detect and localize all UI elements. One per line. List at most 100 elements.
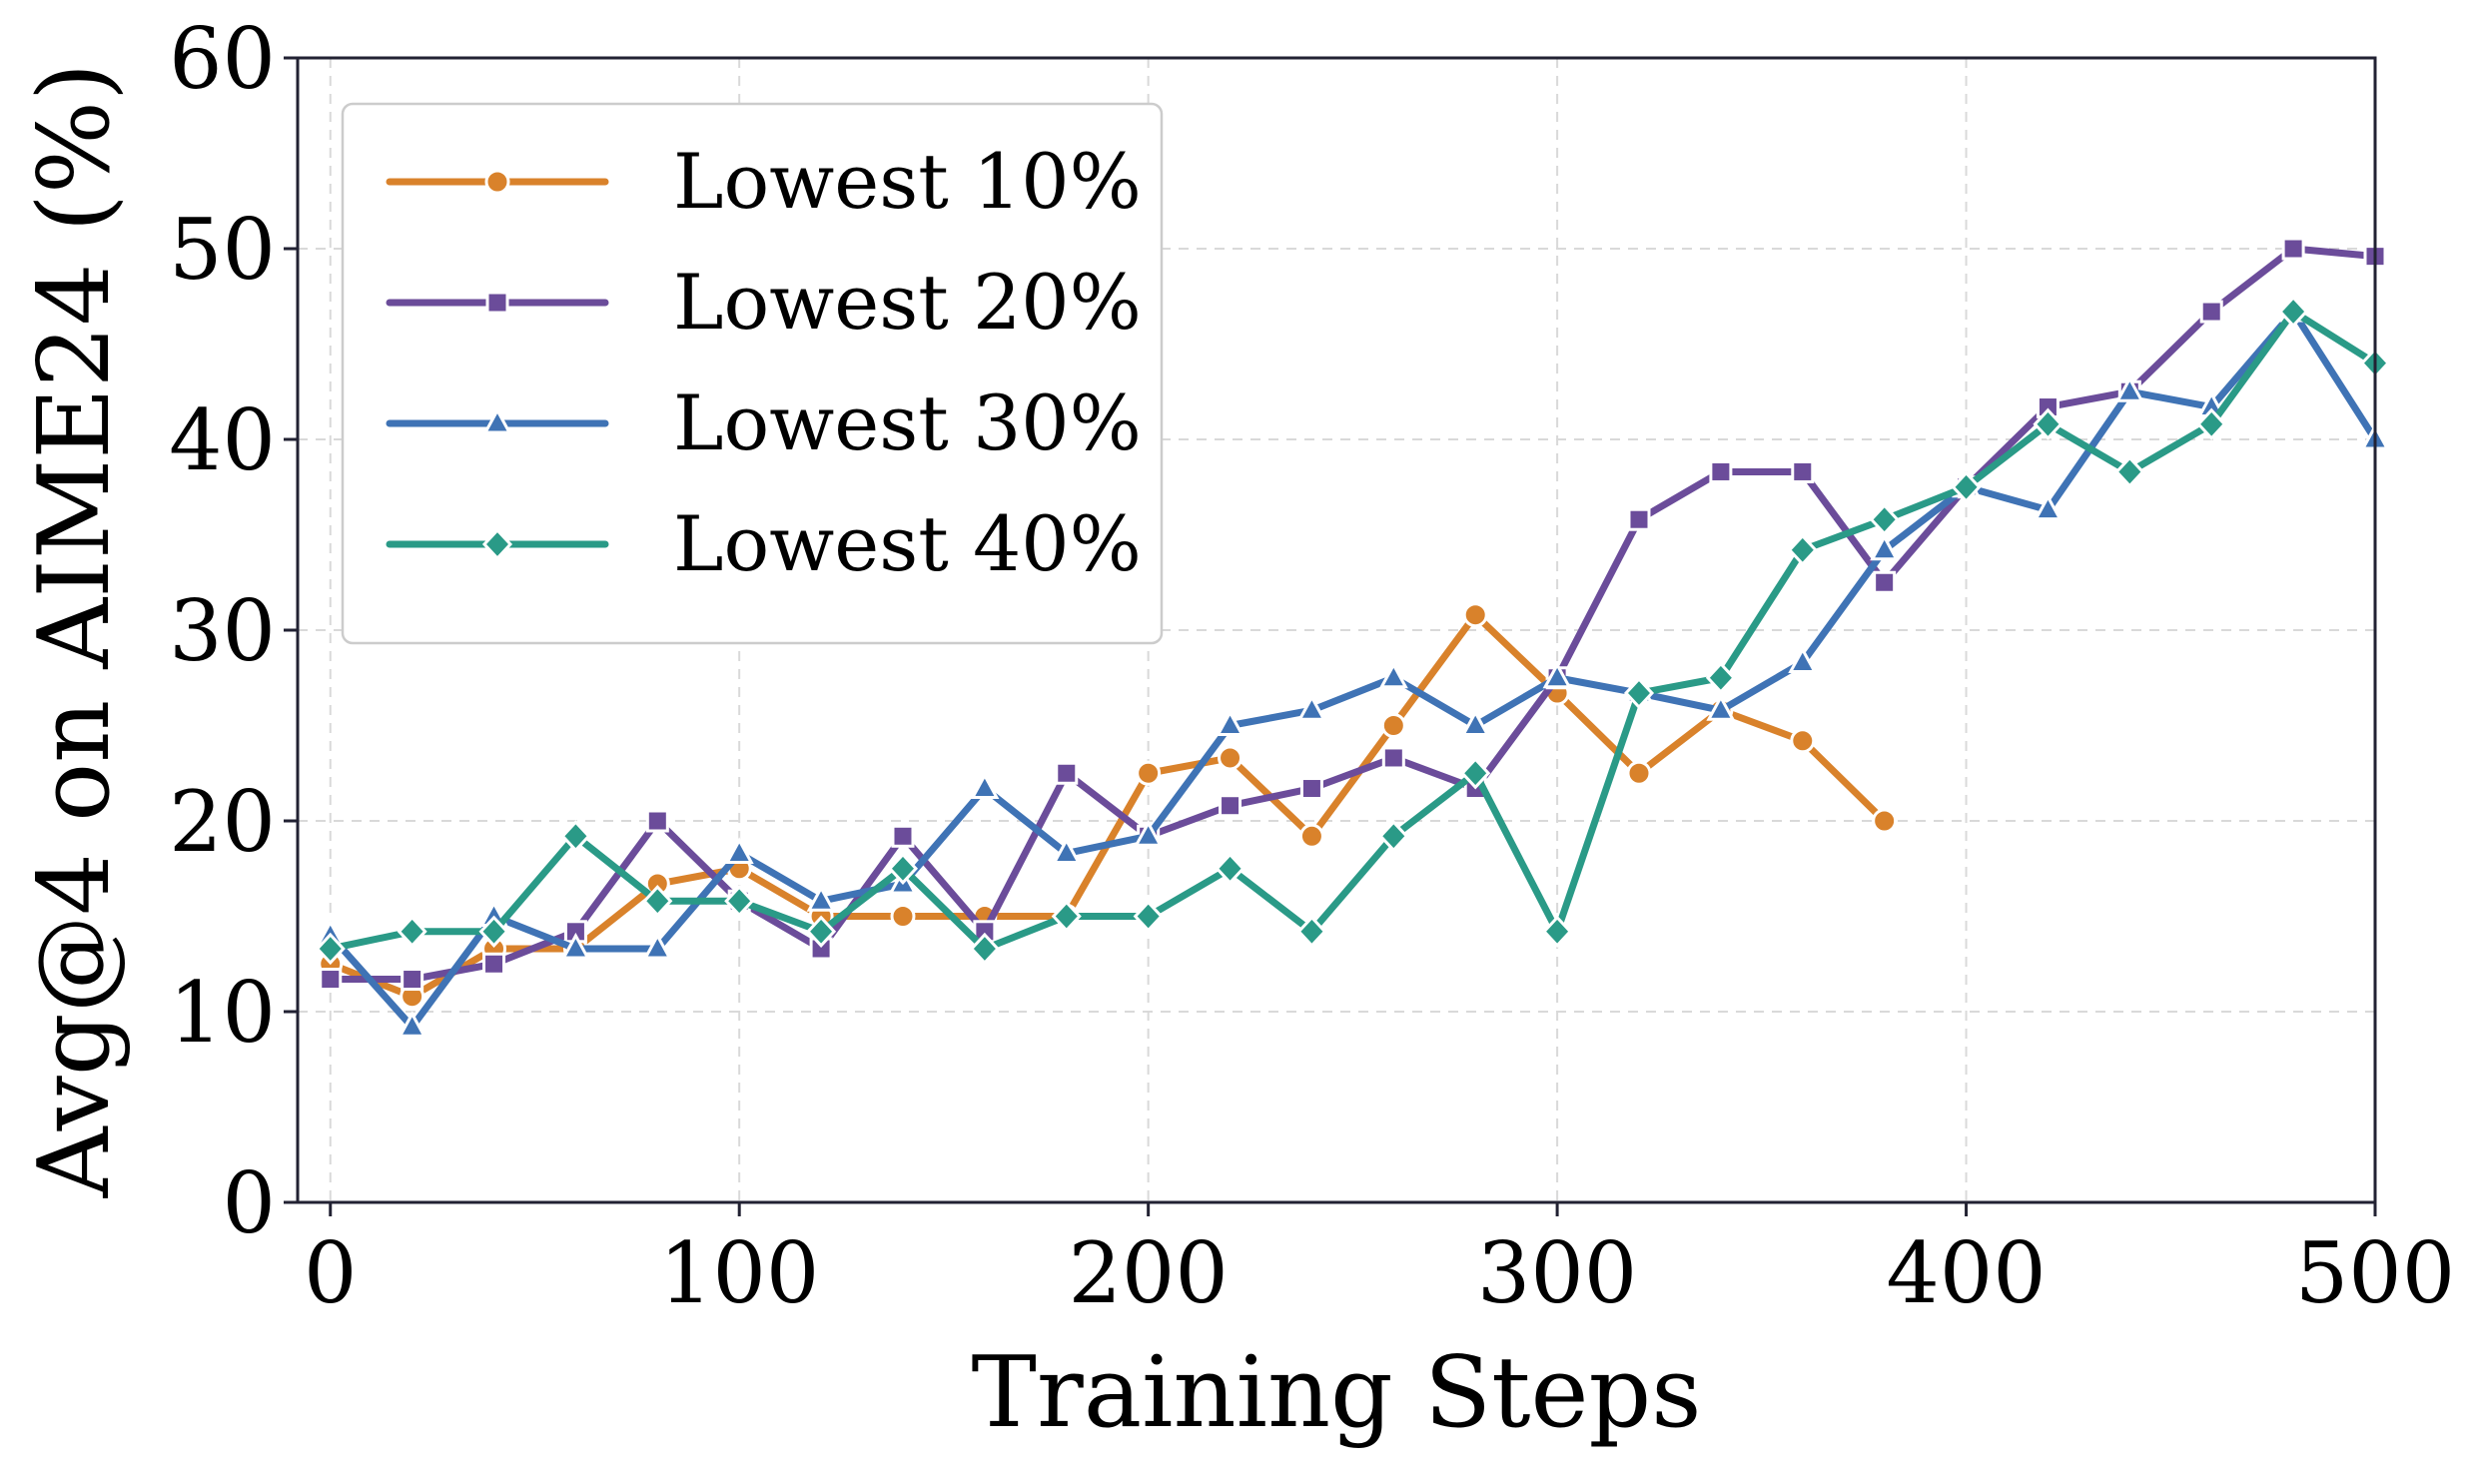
data-point — [1218, 745, 1243, 771]
data-point — [2114, 455, 2145, 488]
y-tick-label: 40 — [169, 391, 276, 489]
y-tick-label: 30 — [169, 582, 276, 680]
data-point — [315, 932, 346, 966]
x-tick-label: 100 — [659, 1224, 819, 1322]
data-point — [1627, 507, 1651, 531]
data-point — [1381, 746, 1405, 770]
data-point — [1134, 820, 1164, 847]
legend-label: Lowest 10% — [673, 137, 1142, 226]
data-point — [2196, 407, 2227, 440]
legend-marker — [484, 169, 510, 195]
y-axis-title: Avg@4 on AIME24 (%) — [18, 63, 132, 1198]
data-point — [1791, 459, 1815, 483]
y-tick-label: 0 — [223, 1154, 276, 1252]
legend-item: Lowest 20% — [386, 258, 1142, 347]
data-point — [1873, 570, 1897, 594]
data-point — [1378, 820, 1409, 853]
data-point — [1298, 823, 1324, 849]
x-tick-label: 300 — [1477, 1224, 1637, 1322]
data-point — [1380, 713, 1406, 738]
data-point — [2199, 300, 2223, 324]
series-line — [327, 245, 2379, 984]
x-tick-label: 0 — [304, 1224, 357, 1322]
data-point — [970, 772, 1000, 800]
data-point — [1296, 915, 1327, 948]
data-point — [1460, 709, 1490, 736]
data-point — [482, 952, 506, 976]
data-point — [1869, 503, 1900, 536]
x-tick-label: 400 — [1886, 1224, 2046, 1322]
legend-label: Lowest 40% — [673, 499, 1142, 588]
data-point — [1787, 533, 1818, 566]
data-point — [2033, 407, 2063, 440]
data-point — [887, 852, 919, 885]
data-point — [806, 885, 836, 912]
legend-marker — [481, 527, 513, 561]
data-point — [890, 904, 916, 929]
x-axis-title: Training Steps — [972, 1336, 1702, 1450]
legend-label: Lowest 20% — [673, 258, 1142, 347]
data-point — [1542, 661, 1572, 689]
x-tick-label: 200 — [1068, 1224, 1228, 1322]
data-point — [1460, 757, 1491, 790]
data-point — [1462, 602, 1488, 628]
data-point — [2033, 493, 2062, 521]
data-point — [560, 932, 590, 960]
legend-marker — [482, 406, 512, 434]
data-point — [642, 932, 672, 960]
data-point — [1872, 808, 1898, 834]
data-point — [1706, 694, 1736, 721]
data-point — [724, 837, 754, 864]
data-point — [2114, 375, 2144, 402]
axis-ticks: 0 100 200 300 400 500 0 10 20 30 40 50 60 — [169, 10, 2455, 1322]
data-point — [1299, 777, 1323, 801]
data-point — [645, 809, 669, 833]
data-point — [2281, 237, 2305, 261]
y-tick-label: 60 — [169, 10, 276, 108]
data-point — [1870, 533, 1900, 561]
data-point — [319, 968, 343, 992]
legend-label: Lowest 30% — [673, 378, 1142, 467]
y-tick-label: 50 — [169, 201, 276, 299]
data-point — [1055, 761, 1079, 785]
legend-item: Lowest 30% — [386, 378, 1142, 467]
data-point — [1296, 694, 1326, 721]
data-point — [1133, 900, 1164, 933]
legend: Lowest 10% Lowest 20% Lowest 30% Lowest 40% — [341, 102, 1164, 645]
data-point — [1790, 728, 1816, 754]
data-point — [398, 1011, 427, 1038]
data-point — [969, 932, 1000, 966]
data-point — [478, 915, 509, 948]
data-point — [1378, 661, 1408, 689]
data-point — [1136, 760, 1162, 786]
series-group — [315, 237, 2391, 1038]
data-point — [397, 915, 427, 948]
data-point — [642, 885, 673, 918]
data-point — [1542, 915, 1573, 948]
data-point — [401, 968, 424, 992]
series-line — [327, 308, 2379, 1031]
data-point — [1705, 661, 1736, 694]
series-4 — [315, 295, 2391, 966]
series-2 — [319, 237, 2387, 992]
data-point — [806, 915, 837, 948]
data-point — [560, 820, 591, 853]
data-point — [891, 824, 915, 848]
data-point — [1623, 676, 1655, 710]
y-tick-label: 20 — [169, 773, 276, 871]
data-point — [1626, 760, 1652, 786]
data-point — [1215, 852, 1245, 885]
legend-item: Lowest 40% — [386, 499, 1142, 588]
data-point — [1216, 709, 1245, 736]
data-point — [1951, 470, 1982, 503]
legend-marker — [485, 291, 509, 315]
legend-box — [341, 102, 1164, 645]
y-tick-label: 10 — [169, 964, 276, 1062]
x-tick-label: 500 — [2295, 1224, 2455, 1322]
data-point — [1219, 794, 1242, 818]
data-point — [724, 885, 755, 918]
data-point — [1709, 459, 1733, 483]
data-point — [1788, 646, 1818, 673]
